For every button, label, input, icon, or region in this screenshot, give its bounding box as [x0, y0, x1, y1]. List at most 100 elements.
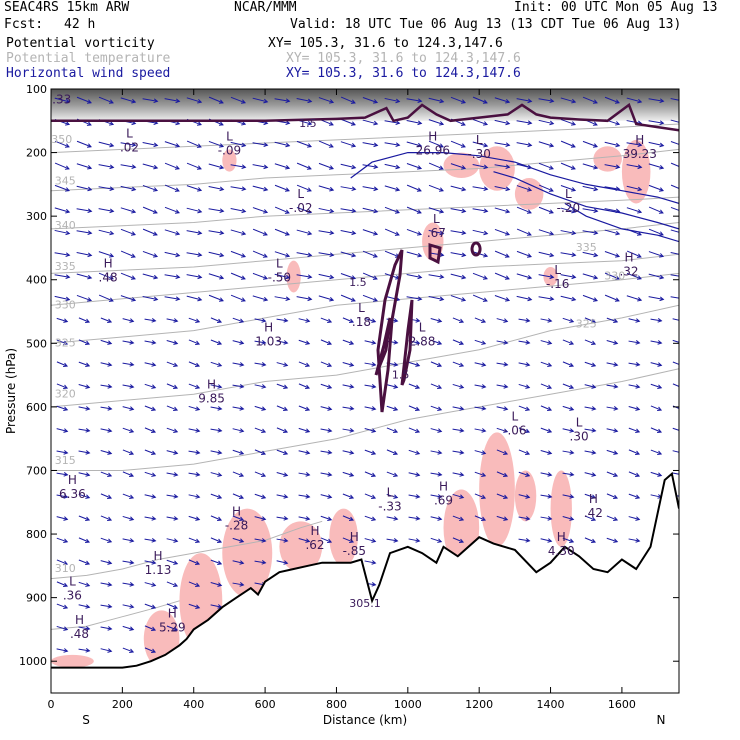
wind-arrow-head: [85, 340, 91, 346]
wind-arrow-509: [538, 251, 555, 258]
wind-arrow-head: [505, 99, 511, 104]
wind-arrow-463: [494, 142, 511, 148]
wind-arrow-515: [540, 383, 553, 390]
wind-arrow-head: [327, 472, 333, 477]
wind-arrow-121: [144, 471, 157, 477]
wind-arrow-159: [186, 185, 203, 192]
wind-arrow-605: [628, 516, 641, 521]
wind-arrow-359: [384, 142, 401, 148]
wind-arrow-head: [547, 384, 553, 390]
wind-arrow-190: [210, 339, 223, 346]
wind-arrow-shaft: [406, 184, 422, 192]
wind-arrow-shaft: [144, 449, 156, 455]
wind-arrow-shaft: [406, 274, 422, 278]
wind-arrow-shaft: [628, 340, 640, 344]
wind-arrow-head: [108, 297, 114, 302]
north-label: N: [657, 713, 666, 727]
wind-arrow-385: [406, 251, 423, 258]
wind-arrow-56: [98, 186, 115, 192]
wind-arrow-head: [307, 230, 313, 236]
wind-arrow-120: [144, 449, 157, 456]
wind-arrow-head: [107, 406, 113, 411]
wind-arrow-464: [494, 164, 511, 170]
wind-arrow-head: [197, 274, 203, 280]
y-tick-label-700: 700: [26, 464, 47, 477]
wind-arrow-205: [230, 141, 247, 148]
wind-arrow-shaft: [362, 119, 378, 125]
wind-arrow-shaft: [494, 119, 510, 125]
wind-arrow-head: [658, 209, 664, 214]
wind-arrow-shaft: [362, 250, 378, 258]
wind-arrow-shaft: [650, 383, 662, 389]
wind-arrow-shaft: [582, 294, 598, 302]
wind-arrow-head: [153, 98, 159, 104]
wind-arrow-shaft: [518, 318, 530, 322]
wind-arrow-head: [461, 297, 467, 302]
wind-arrow-86: [120, 272, 136, 280]
wind-arrow-8: [54, 274, 71, 280]
wind-arrow-head: [219, 186, 225, 192]
wind-arrow-head: [261, 318, 267, 323]
wind-arrow-head: [241, 142, 247, 148]
wind-arrow-head: [547, 516, 553, 521]
wind-arrow-98: [122, 538, 135, 543]
wind-arrow-shaft: [56, 472, 68, 476]
wind-arrow-shaft: [320, 317, 332, 323]
wind-arrow-shaft: [494, 142, 510, 146]
wind-arrow-shaft: [276, 494, 288, 498]
wind-arrow-head: [239, 538, 245, 543]
wind-arrow-shaft: [450, 295, 466, 301]
wind-arrow-48: [78, 581, 91, 587]
wind-arrow-head: [85, 560, 91, 566]
wind-arrow-head: [679, 385, 683, 389]
wind-arrow-shaft: [144, 625, 156, 631]
wind-arrow-head: [547, 428, 553, 433]
wind-arrow-shaft: [142, 228, 158, 236]
wind-arrow-head: [173, 582, 179, 588]
wind-arrow-head: [85, 384, 91, 389]
wind-arrow-shaft: [650, 318, 662, 322]
wind-arrow-shaft: [606, 449, 618, 455]
wind-arrow-head: [307, 209, 313, 214]
wind-arrow-shaft: [142, 250, 158, 258]
wind-arrow-487: [516, 228, 532, 236]
wind-arrow-shaft: [320, 339, 332, 345]
wind-arrow-636: [672, 318, 679, 321]
wind-arrow-shaft: [518, 538, 530, 542]
wind-arrow-head: [459, 362, 465, 367]
wind-arrow-624: [650, 471, 663, 477]
wind-arrow-head: [371, 318, 377, 323]
wind-arrow-381: [406, 163, 423, 170]
wind-arrow-head: [682, 275, 686, 279]
wind-arrow-shaft: [428, 295, 444, 301]
extremum-value: .69: [434, 493, 453, 507]
wind-arrow-head: [439, 296, 445, 302]
wind-arrow-568: [604, 164, 621, 170]
wind-arrow-head: [217, 538, 223, 544]
wind-arrow-head: [129, 384, 135, 389]
extremum-type: H: [104, 257, 113, 271]
wind-arrow-3: [54, 162, 70, 170]
wind-arrow-489: [516, 273, 533, 280]
wind-arrow-shaft: [406, 228, 422, 236]
wind-arrow-head: [657, 340, 663, 345]
wind-arrow-head: [460, 121, 466, 126]
wind-arrow-shaft: [648, 273, 664, 279]
wind-arrow-head: [415, 450, 421, 455]
extremum-value: -.50: [268, 271, 291, 285]
wind-arrow-head: [571, 296, 577, 302]
wind-arrow-622: [650, 427, 663, 434]
wind-arrow-shaft: [606, 406, 618, 410]
wind-arrow-shaft: [186, 207, 202, 213]
wind-arrow-head: [504, 253, 510, 258]
wind-arrow-shaft: [318, 252, 334, 256]
extremum-value: .48: [70, 627, 89, 641]
wind-arrow-shaft: [496, 493, 508, 499]
wind-arrow-head: [63, 340, 69, 345]
extremum-value: 39.23: [623, 147, 657, 161]
wind-arrow-290: [298, 516, 311, 521]
wind-arrow-shaft: [540, 450, 552, 454]
wind-arrow-head: [371, 472, 377, 478]
wind-arrow-619: [650, 362, 663, 367]
wind-arrow-shaft: [166, 383, 178, 389]
